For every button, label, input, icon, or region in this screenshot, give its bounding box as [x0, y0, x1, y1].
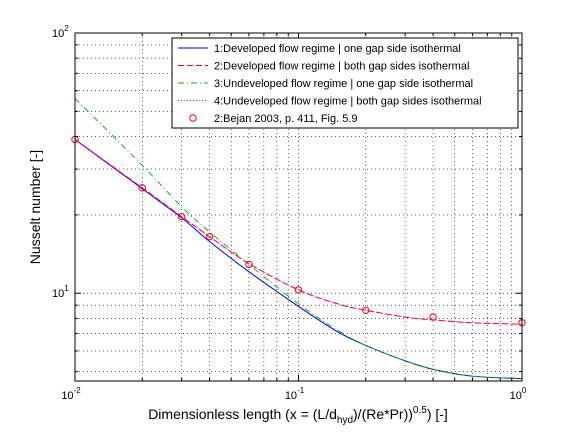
y-axis-label: Nusselt number [-] — [27, 150, 43, 264]
x-axis-label-main: Dimensionless length (x = (L/d — [148, 406, 337, 422]
legend-label-1: 1:Developed flow regime | one gap side i… — [214, 43, 461, 55]
legend-label-2: 2:Developed flow regime | both gap sides… — [214, 61, 469, 73]
x-axis-label: Dimensionless length (x = (L/dhyd)/(Re*P… — [148, 405, 448, 426]
series-5-marker — [362, 306, 370, 314]
x-axis-label-subscript: hyd — [337, 415, 353, 426]
legend-label-5: 2:Bejan 2003, p. 411, Fig. 5.9 — [214, 113, 358, 125]
series-3-line — [74, 98, 523, 380]
x-axis-label-end: ) [-] — [427, 406, 448, 422]
legend-label-4: 4:Undeveloped flow regime | both gap sid… — [214, 96, 482, 108]
minor-ticks — [75, 33, 522, 381]
series-5-marker — [205, 232, 214, 241]
y-tick-label: 102 — [52, 24, 69, 40]
legend-label-3: 3:Undeveloped flow regime | one gap side… — [214, 78, 473, 90]
series-5-marker — [294, 286, 303, 294]
legend: 1:Developed flow regime | one gap side i… — [171, 37, 519, 129]
series-5-marker — [429, 313, 437, 321]
legend-marker-5 — [189, 114, 197, 122]
x-tick-label: 100 — [510, 386, 527, 402]
x-tick-label: 10-2 — [61, 386, 81, 402]
series-5-marker — [138, 184, 146, 192]
x-axis-label-mid: )/(Re*Pr)) — [353, 406, 413, 422]
series-5-marker — [245, 260, 253, 269]
series-5-marker — [177, 212, 186, 221]
tick-labels: 10-2 10-1 100 101 102 — [52, 24, 527, 402]
x-tick-label: 10-1 — [285, 386, 305, 402]
legend-box — [171, 37, 519, 129]
x-axis-label-superscript: 0.5 — [413, 405, 427, 416]
y-tick-label: 101 — [52, 284, 69, 300]
